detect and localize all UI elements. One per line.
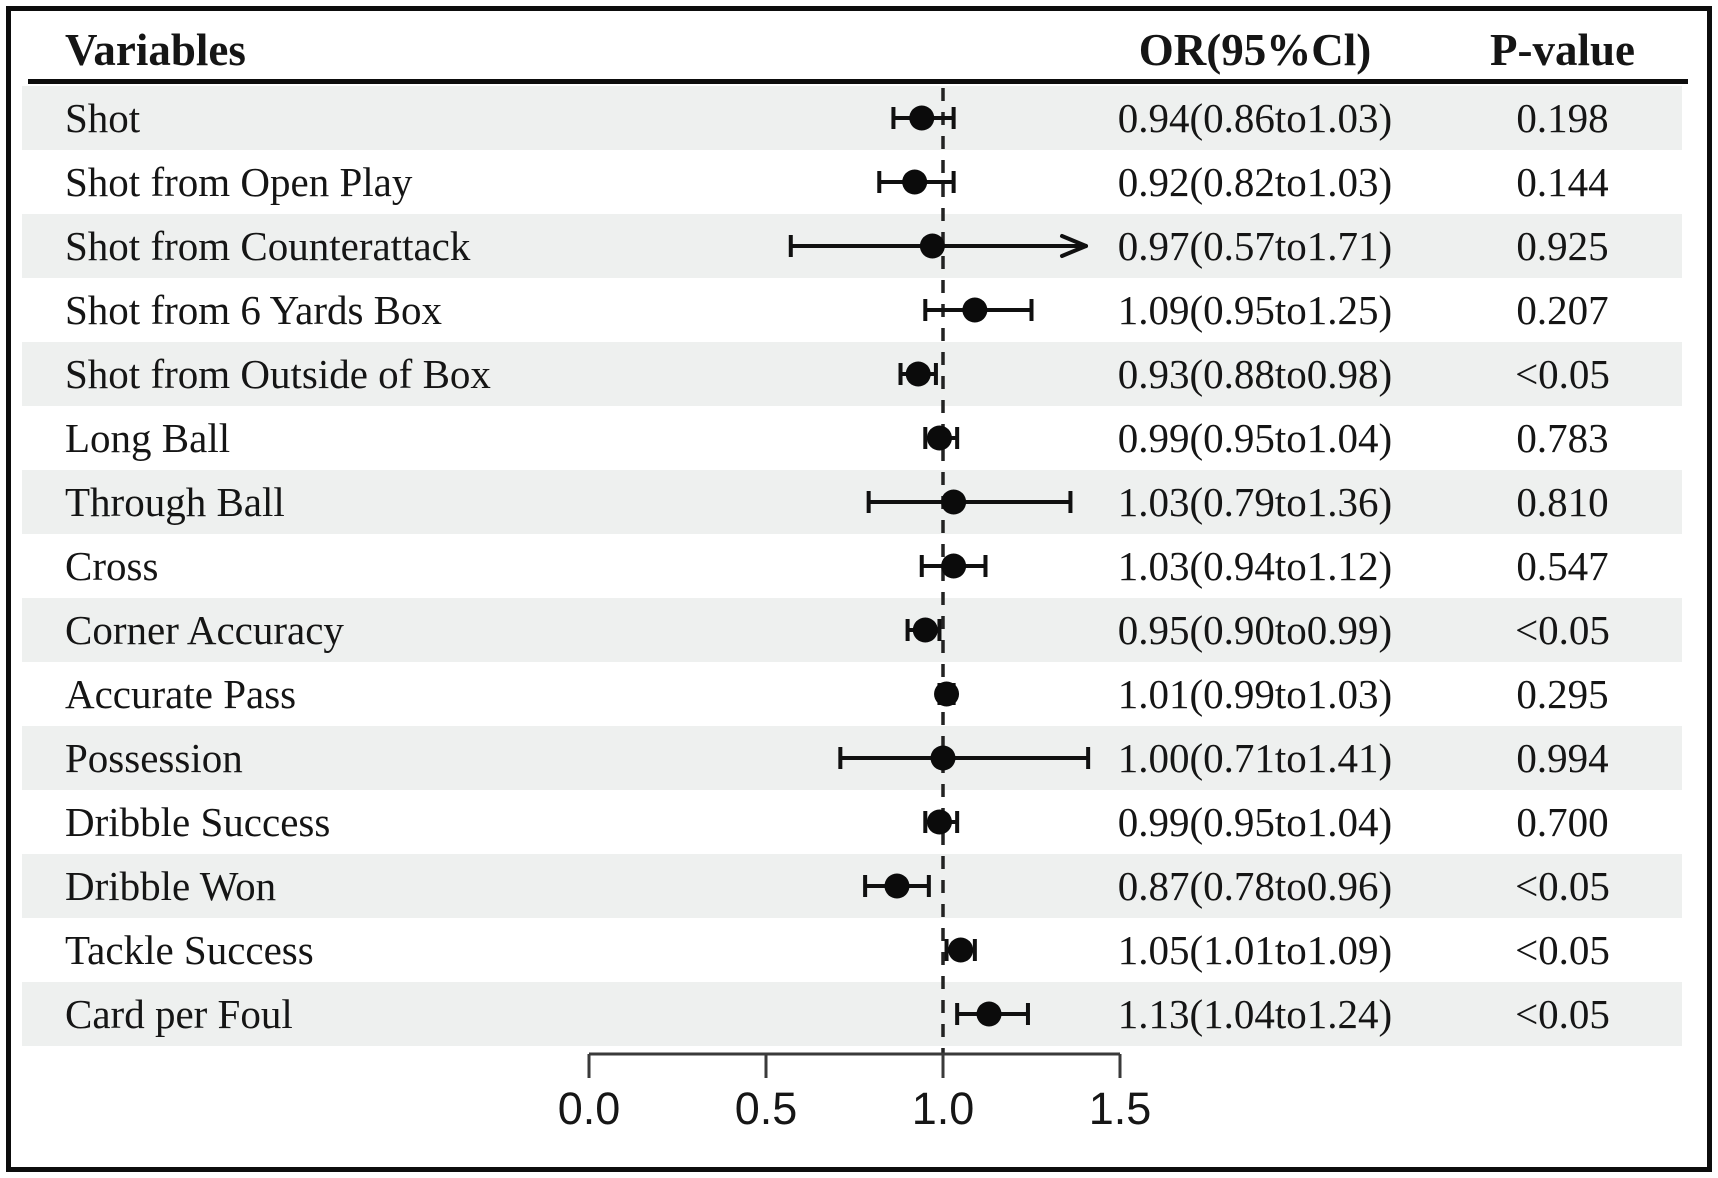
col-header-or-ci: OR(95%Cl) <box>1138 25 1372 75</box>
row-or-ci-value: 0.87(0.78to0.96) <box>1117 863 1393 909</box>
row-variable-label: Dribble Success <box>65 799 331 845</box>
row-or-ci-value: 0.93(0.88to0.98) <box>1117 351 1393 397</box>
row-variable-label: Possession <box>65 735 243 781</box>
col-header-variables: Variables <box>65 25 246 75</box>
row-or-ci-value: 1.13(1.04to1.24) <box>1117 991 1393 1037</box>
row-variable-label: Shot from 6 Yards Box <box>65 287 443 333</box>
row-p-value: 0.198 <box>1516 95 1609 141</box>
row-or-ci-value: 1.09(0.95to1.25) <box>1117 287 1393 333</box>
row-p-value: 0.547 <box>1516 543 1609 589</box>
row-variable-label: Corner Accuracy <box>65 607 344 653</box>
row-p-value: <0.05 <box>1515 863 1610 909</box>
row-variable-label: Shot from Outside of Box <box>65 351 491 397</box>
row-variable-label: Cross <box>65 543 159 589</box>
table-row: Card per Foul 1.13(1.04to1.24) <0.05 <box>22 982 1682 1046</box>
table-row: Dribble Won 0.87(0.78to0.96) <0.05 <box>22 854 1682 918</box>
table-row: Shot from 6 Yards Box 1.09(0.95to1.25) 0… <box>22 278 1682 342</box>
row-or-ci-value: 1.00(0.71to1.41) <box>1117 735 1393 781</box>
row-p-value: 0.783 <box>1516 415 1609 461</box>
row-p-value: 0.144 <box>1516 159 1609 205</box>
x-axis-tick-label: 0.5 <box>735 1083 798 1134</box>
table-row: Shot from Outside of Box 0.93(0.88to0.98… <box>22 342 1682 406</box>
x-axis-tick-label: 1.5 <box>1089 1083 1152 1134</box>
table-row: Shot from Open Play 0.92(0.82to1.03) 0.1… <box>22 150 1682 214</box>
row-or-ci-value: 1.05(1.01to1.09) <box>1117 927 1393 973</box>
row-p-value: <0.05 <box>1515 607 1610 653</box>
row-variable-label: Dribble Won <box>65 863 277 909</box>
table-row: Corner Accuracy 0.95(0.90to0.99) <0.05 <box>22 598 1682 662</box>
row-p-value: 0.810 <box>1516 479 1609 525</box>
table-row: Possession 1.00(0.71to1.41) 0.994 <box>22 726 1682 790</box>
row-p-value: <0.05 <box>1515 991 1610 1037</box>
row-variable-label: Card per Foul <box>65 991 293 1037</box>
table-row: Tackle Success 1.05(1.01to1.09) <0.05 <box>22 918 1682 982</box>
row-variable-label: Long Ball <box>65 415 231 461</box>
row-p-value: <0.05 <box>1515 927 1610 973</box>
row-or-ci-value: 0.92(0.82to1.03) <box>1117 159 1393 205</box>
row-p-value: 0.207 <box>1516 287 1609 333</box>
row-variable-label: Shot from Open Play <box>65 159 413 205</box>
table-row: Through Ball 1.03(0.79to1.36) 0.810 <box>22 470 1682 534</box>
row-p-value: 0.295 <box>1516 671 1609 717</box>
table-row: Shot from Counterattack 0.97(0.57to1.71)… <box>22 214 1682 278</box>
row-or-ci-value: 0.99(0.95to1.04) <box>1117 415 1393 461</box>
row-or-ci-value: 1.01(0.99to1.03) <box>1117 671 1393 717</box>
row-or-ci-value: 1.03(0.94to1.12) <box>1117 543 1393 589</box>
row-or-ci-value: 0.94(0.86to1.03) <box>1117 95 1393 141</box>
row-p-value: 0.994 <box>1516 735 1609 781</box>
row-variable-label: Shot from Counterattack <box>65 223 471 269</box>
table-row: Dribble Success 0.99(0.95to1.04) 0.700 <box>22 790 1682 854</box>
x-axis-tick-label: 0.0 <box>558 1083 621 1134</box>
header-divider <box>28 79 1688 84</box>
row-or-ci-value: 0.97(0.57to1.71) <box>1117 223 1393 269</box>
row-or-ci-value: 0.95(0.90to0.99) <box>1117 607 1393 653</box>
table-row: Shot 0.94(0.86to1.03) 0.198 <box>22 86 1682 150</box>
x-axis-tick-label: 1.0 <box>912 1083 975 1134</box>
row-p-value: 0.700 <box>1516 799 1609 845</box>
col-header-p-value: P-value <box>1490 25 1635 75</box>
table-row: Cross 1.03(0.94to1.12) 0.547 <box>22 534 1682 598</box>
row-or-ci-value: 0.99(0.95to1.04) <box>1117 799 1393 845</box>
row-p-value: 0.925 <box>1516 223 1609 269</box>
row-variable-label: Accurate Pass <box>65 671 297 717</box>
table-row: Long Ball 0.99(0.95to1.04) 0.783 <box>22 406 1682 470</box>
row-or-ci-value: 1.03(0.79to1.36) <box>1117 479 1393 525</box>
row-p-value: <0.05 <box>1515 351 1610 397</box>
row-variable-label: Through Ball <box>65 479 285 525</box>
row-variable-label: Tackle Success <box>65 927 314 973</box>
table-row: Accurate Pass 1.01(0.99to1.03) 0.295 <box>22 662 1682 726</box>
row-variable-label: Shot <box>65 95 141 141</box>
